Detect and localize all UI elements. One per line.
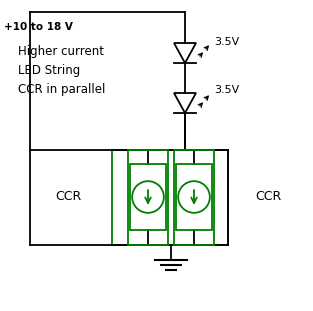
Text: +10 to 18 V: +10 to 18 V (4, 22, 73, 32)
Bar (128, 150, 168, 245)
Bar (112, 150, 228, 245)
Text: Higher current
LED String
CCR in parallel: Higher current LED String CCR in paralle… (18, 45, 105, 96)
Text: 3.5V: 3.5V (214, 85, 239, 95)
Text: CCR: CCR (55, 191, 81, 203)
Text: 3.5V: 3.5V (214, 37, 239, 47)
Bar (130, 164, 166, 230)
Text: CCR: CCR (255, 191, 281, 203)
Bar (174, 150, 214, 245)
Bar (176, 164, 212, 230)
